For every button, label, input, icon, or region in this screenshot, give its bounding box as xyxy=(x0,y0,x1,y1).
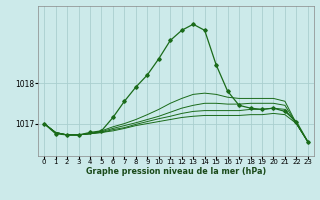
X-axis label: Graphe pression niveau de la mer (hPa): Graphe pression niveau de la mer (hPa) xyxy=(86,167,266,176)
